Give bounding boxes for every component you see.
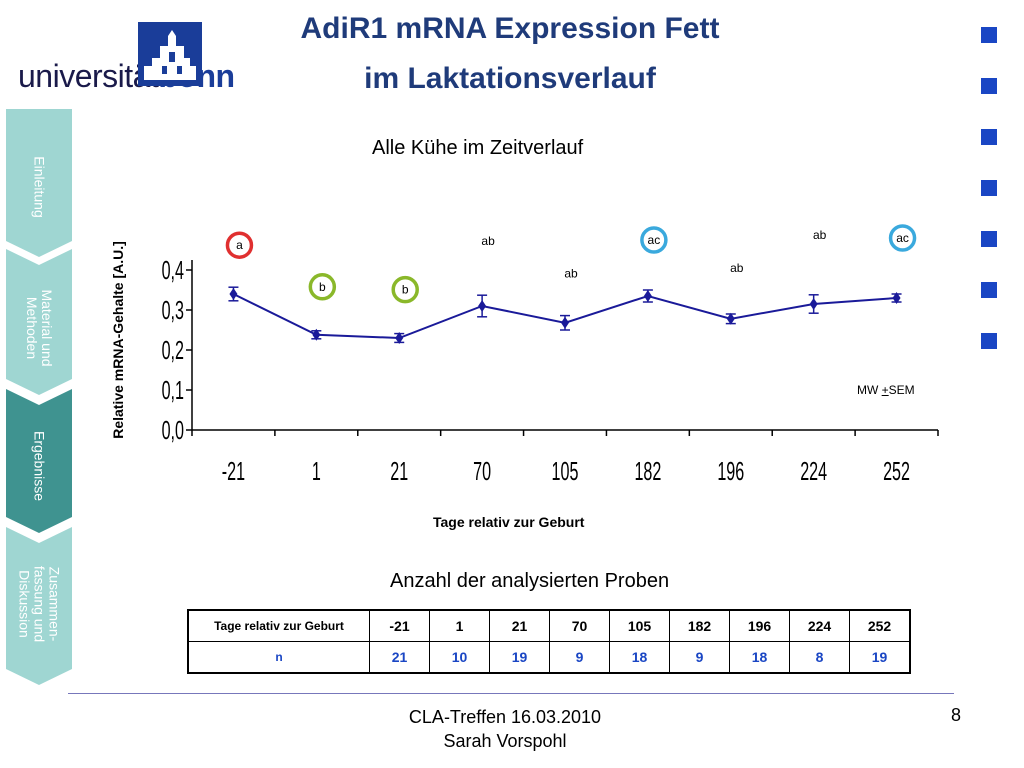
footer-divider — [68, 693, 954, 694]
chart-annotation: MW +SEM — [857, 383, 915, 397]
table-header-label: Tage relativ zur Geburt — [187, 609, 370, 642]
samples-table: Tage relativ zur Geburt -21 1 21 70 105 182 19… — [187, 609, 911, 674]
table-cell-day: 252 — [849, 609, 911, 642]
annotation-prefix: MW — [857, 383, 882, 397]
page-number: 8 — [951, 705, 962, 725]
y-tick-label: 0,2 — [162, 335, 184, 365]
square-icon — [981, 180, 997, 196]
slide-title-line1: AdiR1 mRNA Expression Fett — [300, 12, 720, 45]
nav-shape-ergebnisse[interactable] — [6, 389, 72, 533]
data-point-marker — [229, 288, 238, 300]
data-point-marker — [312, 328, 321, 341]
annotation-suffix: SEM — [888, 383, 915, 397]
x-tick-label: 105 — [552, 456, 579, 486]
annotation-plusminus: + — [881, 383, 889, 397]
significance-circle — [640, 226, 668, 254]
table-cell-n: 9 — [669, 641, 730, 674]
table-cell-n: 18 — [729, 641, 790, 674]
square-icon — [981, 78, 997, 94]
data-point-marker — [892, 292, 901, 304]
data-point-marker — [478, 300, 487, 312]
table-row-n: n 21 10 19 9 18 9 18 8 19 — [187, 641, 911, 674]
table-cell-n: 18 — [609, 641, 670, 674]
table-cell-day: 1 — [429, 609, 490, 642]
university-logo-icon — [138, 22, 202, 86]
nav-shape-methoden[interactable] — [6, 249, 72, 395]
table-cell-day: 70 — [549, 609, 610, 642]
y-tick-label: 0,1 — [162, 375, 184, 405]
table-cell-day: 182 — [669, 609, 730, 642]
data-point-marker — [643, 290, 652, 302]
table-cell-day: 196 — [729, 609, 790, 642]
table-cell-n: 19 — [489, 641, 550, 674]
x-tick-label: 70 — [473, 456, 491, 486]
significance-circle — [308, 273, 337, 301]
table-cell-n: 9 — [549, 641, 610, 674]
nav-shape-einleitung[interactable] — [6, 109, 72, 257]
significance-letter: ab — [564, 267, 578, 281]
data-point-marker — [726, 312, 735, 325]
square-icon — [981, 282, 997, 298]
table-n-label: n — [187, 641, 370, 674]
footer-line2: Sarah Vorspohl — [443, 731, 567, 751]
table-cell-day: 105 — [609, 609, 670, 642]
data-point-marker — [561, 316, 569, 329]
table-title: Anzahl der analysierten Proben — [390, 570, 670, 592]
significance-letter: a — [236, 238, 243, 252]
logo-text-prefix: universität — [18, 58, 159, 94]
sidebar-nav-shapes — [6, 109, 72, 685]
sidebar-item-zusammenfassung[interactable]: Zusammen- fassung und Diskussion — [16, 565, 63, 643]
table-cell-day: 224 — [789, 609, 850, 642]
square-icon — [981, 27, 997, 43]
nav-shape-zusammenfassung[interactable] — [6, 527, 72, 685]
square-icon — [981, 129, 997, 145]
footer-line1: CLA-Treffen 16.03.2010 — [408, 707, 602, 727]
x-axis-label: Tage relativ zur Geburt — [433, 514, 585, 530]
y-tick-label: 0,4 — [162, 255, 184, 285]
significance-letter: b — [319, 280, 326, 294]
line-chart: 0,00,10,20,30,4-21 1 21 70 105 182 196 224 252ab… — [162, 224, 939, 486]
footer-text: CLA-Treffen 16.03.2010 Sarah Vorspohl — [380, 705, 630, 753]
significance-circle — [888, 224, 917, 252]
square-icon — [981, 231, 997, 247]
significance-letter: ab — [481, 234, 495, 248]
x-tick-label: 1 — [312, 456, 321, 486]
table-cell-day: -21 — [369, 609, 430, 642]
square-icon — [981, 333, 997, 349]
x-tick-label: 196 — [717, 456, 744, 486]
slide-title-line2: im Laktationsverlauf — [364, 62, 656, 95]
table-row-days: Tage relativ zur Geburt -21 1 21 70 105 182 19… — [187, 609, 911, 642]
significance-letter: ac — [896, 231, 909, 245]
x-tick-label: -21 — [222, 456, 245, 486]
data-point-marker — [395, 332, 404, 344]
significance-circle — [391, 275, 419, 304]
y-tick-label: 0,3 — [162, 295, 184, 325]
y-tick-label: 0,0 — [162, 415, 184, 445]
table-cell-n: 19 — [849, 641, 911, 674]
decorative-squares — [981, 27, 997, 384]
significance-circle — [225, 231, 254, 259]
table-cell-day: 21 — [489, 609, 550, 642]
table-cell-n: 10 — [429, 641, 490, 674]
chart-title: Alle Kühe im Zeitverlauf — [372, 137, 584, 159]
significance-letter: ab — [730, 261, 744, 275]
table-cell-n: 21 — [369, 641, 430, 674]
x-tick-label: 182 — [634, 456, 661, 486]
x-tick-label: 252 — [883, 456, 910, 486]
table-cell-n: 8 — [789, 641, 850, 674]
significance-letter: ab — [813, 228, 827, 242]
data-point-marker — [809, 298, 818, 310]
significance-letter: b — [402, 283, 409, 297]
significance-letter: ac — [648, 233, 661, 247]
x-tick-label: 21 — [390, 456, 408, 486]
x-tick-label: 224 — [800, 456, 827, 486]
